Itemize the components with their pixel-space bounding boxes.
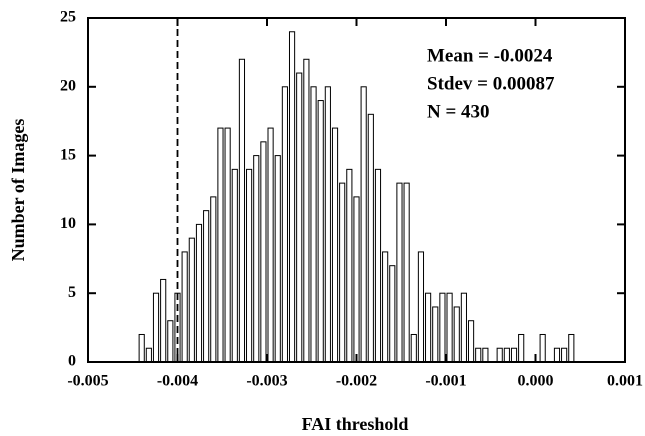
bar xyxy=(425,292,432,363)
bar xyxy=(467,320,475,363)
bar xyxy=(210,196,217,363)
bar xyxy=(482,347,489,363)
bar xyxy=(267,127,274,363)
annotation: N = 430 xyxy=(427,101,490,122)
bar xyxy=(303,58,310,363)
bar xyxy=(510,347,518,363)
bar xyxy=(475,347,482,363)
bar xyxy=(374,168,382,363)
bar xyxy=(403,182,410,363)
bar xyxy=(296,72,303,363)
bar xyxy=(203,210,210,363)
bar xyxy=(539,333,546,363)
bar xyxy=(496,347,503,363)
bar xyxy=(238,58,246,363)
y-tick-label: 15 xyxy=(60,146,76,163)
x-tick-label: -0.005 xyxy=(67,373,108,390)
bar xyxy=(432,306,439,363)
bar xyxy=(317,100,324,363)
y-tick-label: 5 xyxy=(68,284,76,301)
bar xyxy=(231,168,238,363)
x-tick-label: -0.001 xyxy=(425,373,466,390)
bar xyxy=(518,333,525,363)
annotation: Mean = -0.0024 xyxy=(427,45,553,66)
bar xyxy=(503,347,510,363)
x-tick-label: -0.003 xyxy=(246,373,287,390)
bar xyxy=(389,265,396,363)
x-axis-label: FAI threshold xyxy=(302,414,409,434)
bar xyxy=(353,196,360,363)
bar xyxy=(253,155,260,363)
bar xyxy=(453,306,460,363)
bar xyxy=(224,127,231,363)
x-tick-label: -0.002 xyxy=(336,373,377,390)
x-tick-label: 0.000 xyxy=(518,373,554,390)
bar xyxy=(446,292,453,363)
bar xyxy=(288,31,296,363)
bar xyxy=(217,127,224,363)
bar xyxy=(360,86,367,363)
bar xyxy=(181,251,188,363)
bar xyxy=(460,292,467,363)
bar xyxy=(382,251,389,363)
y-tick-label: 0 xyxy=(68,353,76,370)
bar xyxy=(138,333,145,363)
bar xyxy=(152,292,160,363)
bar xyxy=(281,86,288,363)
y-axis-label: Number of Images xyxy=(8,119,28,262)
bar xyxy=(195,223,203,363)
bar xyxy=(260,141,267,363)
bar xyxy=(367,113,374,363)
bar xyxy=(339,182,346,363)
x-tick-label: 0.001 xyxy=(607,373,643,390)
bar xyxy=(246,168,253,363)
bar xyxy=(561,347,568,363)
bar xyxy=(188,237,195,363)
x-tick-label: -0.004 xyxy=(157,373,198,390)
annotation: Stdev = 0.00087 xyxy=(427,73,555,94)
bar xyxy=(310,86,317,363)
bar xyxy=(396,182,403,363)
y-tick-label: 20 xyxy=(60,77,76,94)
bar xyxy=(346,168,353,363)
bar xyxy=(410,333,417,363)
bar xyxy=(160,278,167,363)
bar xyxy=(167,320,174,363)
y-tick-label: 10 xyxy=(60,215,76,232)
bar xyxy=(324,86,331,363)
bar xyxy=(331,127,339,363)
bar xyxy=(439,292,446,363)
bar xyxy=(145,347,152,363)
y-tick-label: 25 xyxy=(60,9,76,26)
bar xyxy=(274,155,281,363)
bar xyxy=(553,347,561,363)
bar xyxy=(417,251,425,363)
bar xyxy=(568,333,575,363)
